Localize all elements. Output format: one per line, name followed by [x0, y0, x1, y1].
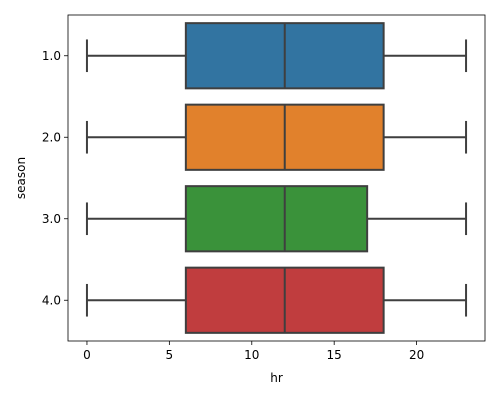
- box-group-1: [85, 22, 468, 90]
- x-tick-label: 10: [244, 348, 259, 362]
- y-tick-label: 3.0: [42, 212, 61, 226]
- x-axis-ticks: 0 5 10 15 20: [83, 341, 424, 362]
- y-tick-label: 4.0: [42, 293, 61, 307]
- box-group-3: [85, 185, 468, 253]
- y-tick-label: 2.0: [42, 130, 61, 144]
- box-group-4: [85, 266, 468, 334]
- y-tick-label: 1.0: [42, 49, 61, 63]
- x-tick-label: 15: [327, 348, 342, 362]
- box: [184, 185, 369, 253]
- box-group-2: [85, 103, 468, 171]
- x-axis-label: hr: [270, 371, 283, 385]
- y-axis-label: season: [14, 157, 28, 199]
- axes-frame: [67, 14, 486, 342]
- boxes-layer: [85, 22, 468, 334]
- x-tick-label: 0: [83, 348, 91, 362]
- x-tick-label: 5: [166, 348, 174, 362]
- y-axis-ticks: 1.0 2.0 3.0 4.0: [42, 49, 68, 307]
- x-tick-label: 20: [409, 348, 424, 362]
